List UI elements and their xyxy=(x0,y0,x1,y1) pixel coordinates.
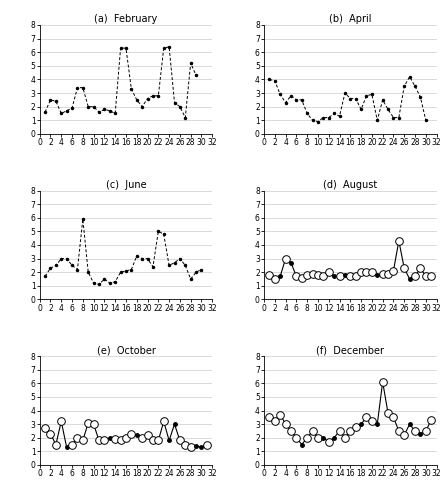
Title: (b)  April: (b) April xyxy=(329,14,372,24)
Title: (e)  October: (e) October xyxy=(97,346,155,356)
Title: (f)  December: (f) December xyxy=(316,346,384,356)
Title: (d)  August: (d) August xyxy=(323,180,377,190)
Title: (a)  February: (a) February xyxy=(94,14,157,24)
Title: (c)  June: (c) June xyxy=(106,180,146,190)
